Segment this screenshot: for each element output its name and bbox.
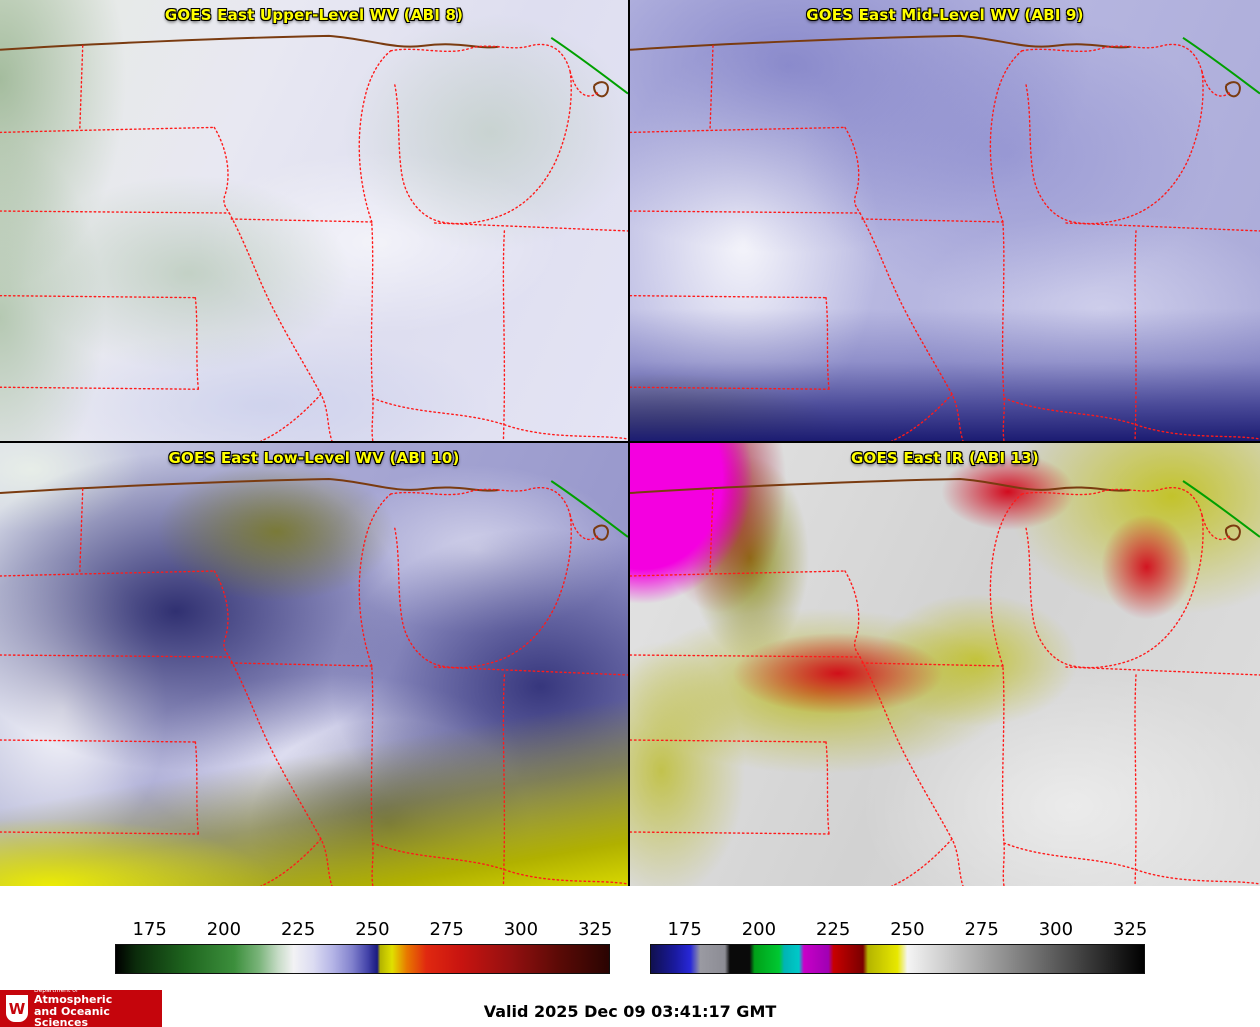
logo-name-line1: Atmospheric (34, 993, 113, 1007)
uw-crest-icon: W (6, 995, 28, 1022)
colorbar-tick: 325 (1112, 919, 1148, 940)
panel-title-abi9: GOES East Mid-Level WV (ABI 9) (806, 6, 1084, 24)
colorbar-tick: 225 (815, 919, 851, 940)
colorbar-tick: 200 (741, 919, 777, 940)
satellite-quadrant-grid: GOES East Upper-Level WV (ABI 8) GOES Ea… (0, 0, 1260, 886)
uw-aos-logo[interactable]: W Department of Atmospheric and Oceanic … (0, 987, 162, 1027)
ir-colorbar-ticks: 175 200 225 250 275 300 325 (650, 916, 1148, 940)
uw-crest-letter: W (8, 999, 26, 1018)
panel-low-level-wv-abi10[interactable]: GOES East Low-Level WV (ABI 10) (0, 443, 630, 886)
ir-colorbar (650, 944, 1145, 974)
colorbar-tick: 250 (890, 919, 925, 940)
panel-title-abi8: GOES East Upper-Level WV (ABI 8) (164, 6, 464, 24)
wv-colorbar (115, 944, 610, 974)
state-borders-overlay (0, 478, 628, 886)
panel-title-abi13: GOES East IR (ABI 13) (850, 449, 1039, 467)
colorbar-tick: 175 (667, 919, 702, 940)
colorbar-tick: 275 (429, 919, 464, 940)
panel-title-abi10: GOES East Low-Level WV (ABI 10) (168, 449, 460, 467)
panel-ir-abi13[interactable]: GOES East IR (ABI 13) (630, 443, 1260, 886)
panel-mid-level-wv-abi9[interactable]: GOES East Mid-Level WV (ABI 9) (630, 0, 1260, 443)
logo-name-line2: and Oceanic Sciences (34, 1004, 110, 1027)
wv-colorbar-ticks: 175 200 225 250 275 300 325 (115, 916, 613, 940)
state-borders-overlay (630, 478, 1260, 886)
valid-timestamp: Valid 2025 Dec 09 03:41:17 GMT (483, 1002, 777, 1021)
state-borders-overlay (630, 34, 1260, 441)
panel-upper-level-wv-abi8[interactable]: GOES East Upper-Level WV (ABI 8) (0, 0, 630, 443)
colorbar-tick: 275 (964, 919, 999, 940)
colorbar-tick: 325 (577, 919, 613, 940)
colorbar-tick: 300 (1038, 919, 1074, 940)
colorbar-tick: 200 (206, 919, 242, 940)
colorbar-tick: 175 (132, 919, 167, 940)
ir-colorbar-block: 175 200 225 250 275 300 325 (650, 916, 1148, 974)
state-borders-overlay (0, 34, 628, 441)
wv-colorbar-block: 175 200 225 250 275 300 325 (115, 916, 613, 974)
legend-area: 175 200 225 250 275 300 325 175 200 225 … (0, 886, 1260, 1027)
uw-aos-logo-text: Department of Atmospheric and Oceanic Sc… (34, 987, 156, 1027)
colorbar-tick: 225 (280, 919, 316, 940)
logo-department-of: Department of (34, 987, 78, 995)
colorbar-tick: 300 (503, 919, 539, 940)
colorbar-tick: 250 (355, 919, 390, 940)
